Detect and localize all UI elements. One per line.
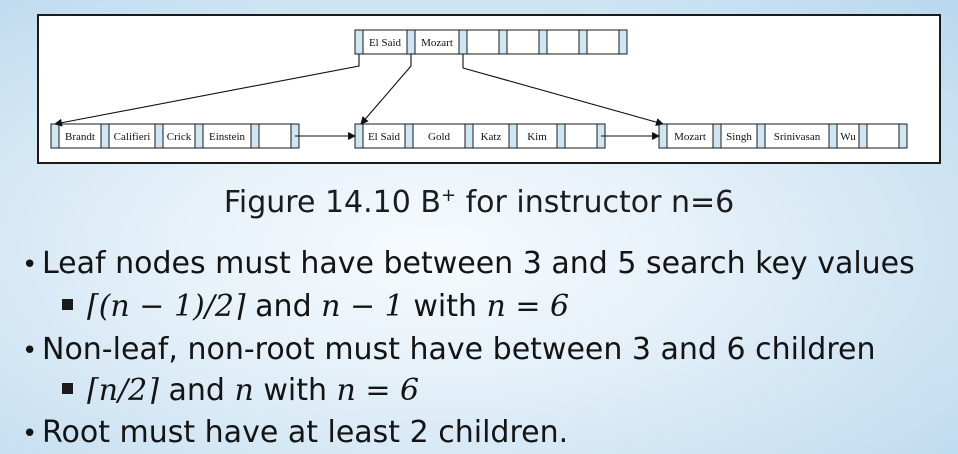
key-slot — [258, 123, 292, 149]
key-slot — [506, 29, 540, 55]
sub-bullet-nonleaf-bounds: ⌈n/2⌉ and n with n = 6 — [62, 373, 419, 408]
key-slot — [162, 123, 196, 149]
caption-suffix: for instructor n=6 — [456, 185, 735, 220]
key-slot — [466, 29, 500, 55]
root-pointer-arrow-1 — [54, 54, 360, 127]
pointer-slot — [464, 123, 474, 149]
pointer-slot — [354, 29, 364, 55]
root-key: El Said — [369, 37, 402, 49]
math-leaf-max: n − 1 — [321, 289, 404, 324]
sub-text: and — [158, 373, 235, 408]
key-slot — [472, 123, 510, 149]
leaf-key: Srinivasan — [774, 131, 821, 143]
key-slot — [362, 123, 406, 149]
sub-bullet-leaf-bounds: ⌈(n − 1)/2⌉ and n − 1 with n = 6 — [62, 289, 569, 324]
key-slot — [666, 123, 714, 149]
bullet-text: Leaf nodes must have between 3 and 5 sea… — [42, 246, 915, 281]
leaf-key: Brandt — [65, 131, 95, 143]
pointer-slot — [756, 123, 766, 149]
pointer-slot — [538, 29, 548, 55]
figure-caption: Figure 14.10 B+ for instructor n=6 — [0, 185, 958, 220]
math-children-min: ⌈n/2⌉ — [87, 373, 159, 408]
bullet-item-root: • Root must have at least 2 children. — [22, 415, 568, 450]
key-slot — [58, 123, 102, 149]
pointer-slot — [508, 123, 518, 149]
square-bullet-icon — [62, 383, 73, 394]
leaf-key: Crick — [167, 131, 192, 143]
sub-text: with — [253, 373, 337, 408]
pointer-slot — [154, 123, 164, 149]
pointer-slot — [50, 123, 60, 149]
square-bullet-icon — [62, 299, 73, 310]
root-key: Mozart — [421, 37, 453, 49]
pointer-slot — [458, 29, 468, 55]
key-slot — [720, 123, 758, 149]
bullet-dot: • — [22, 419, 38, 449]
math-leaf-min: ⌈(n − 1)/2⌉ — [87, 289, 246, 324]
pointer-slot — [898, 123, 908, 149]
pointer-slot — [556, 123, 566, 149]
leaf-key: Singh — [726, 131, 752, 143]
leaf-key: Kim — [527, 131, 547, 143]
bullet-text: Root must have at least 2 children. — [42, 415, 569, 450]
key-slot — [414, 29, 460, 55]
bullet-dot: • — [22, 250, 38, 280]
pointer-slot — [406, 29, 416, 55]
key-slot — [516, 123, 558, 149]
pointer-slot — [100, 123, 110, 149]
math-children-max: n — [234, 373, 254, 408]
pointer-arrows — [54, 54, 664, 140]
pointer-slot — [498, 29, 508, 55]
bplus-tree-diagram: El Said Mozart Brandt Califieri Crick Einste… — [50, 29, 908, 149]
pointer-slot — [250, 123, 260, 149]
bullet-item-leaf-nodes: • Leaf nodes must have between 3 and 5 se… — [22, 246, 915, 281]
pointer-slot — [354, 123, 364, 149]
key-slot — [546, 29, 580, 55]
leaf-key: Mozart — [674, 131, 706, 143]
leaf-nodes: Brandt Califieri Crick Einstein El Said Gold K… — [50, 123, 908, 149]
pointer-slot — [404, 123, 414, 149]
key-slot — [412, 123, 466, 149]
pointer-slot — [858, 123, 868, 149]
pointer-slot — [658, 123, 668, 149]
caption-superscript: + — [440, 185, 457, 206]
bullet-text: Non-leaf, non-root must have between 3 a… — [42, 332, 876, 367]
leaf-key: Katz — [481, 131, 502, 143]
math-n-value: n = 6 — [336, 373, 420, 408]
pointer-slot — [618, 29, 628, 55]
key-slot — [764, 123, 830, 149]
root-pointer-arrow-3 — [462, 54, 664, 126]
key-slot — [586, 29, 620, 55]
caption-prefix: Figure 14.10 B — [223, 185, 441, 220]
leaf-key: El Said — [368, 131, 401, 143]
bplus-tree-figure: El Said Mozart Brandt Califieri Crick Einste… — [37, 14, 941, 164]
key-slot — [866, 123, 900, 149]
root-node: El Said Mozart — [354, 29, 628, 55]
leaf-key: Wu — [840, 131, 856, 143]
pointer-slot — [578, 29, 588, 55]
pointer-slot — [828, 123, 838, 149]
pointer-slot — [712, 123, 722, 149]
leaf-key: Einstein — [209, 131, 246, 143]
pointer-slot — [194, 123, 204, 149]
math-n-value: n = 6 — [486, 289, 570, 324]
bullet-item-non-leaf: • Non-leaf, non-root must have between 3 … — [22, 332, 876, 367]
bullet-dot: • — [22, 336, 38, 366]
root-pointer-arrow-2 — [360, 54, 412, 125]
key-slot — [202, 123, 252, 149]
leaf-key: Gold — [428, 131, 451, 143]
key-slot — [564, 123, 598, 149]
sub-text: and — [245, 289, 322, 324]
sub-text: with — [403, 289, 487, 324]
key-slot — [362, 29, 408, 55]
leaf-key: Califieri — [114, 131, 151, 143]
